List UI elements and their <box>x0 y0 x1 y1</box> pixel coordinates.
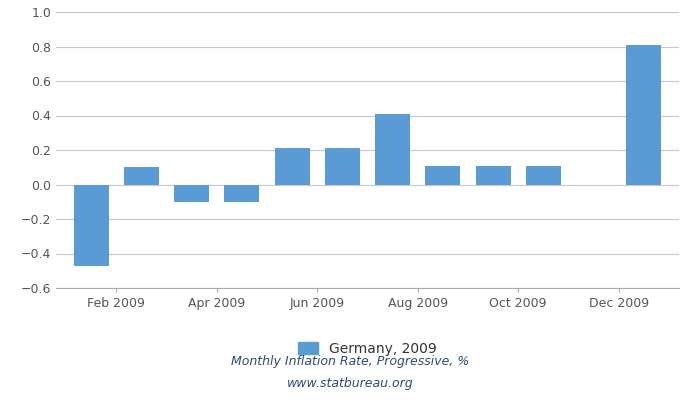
Bar <box>526 166 561 184</box>
Text: Monthly Inflation Rate, Progressive, %: Monthly Inflation Rate, Progressive, % <box>231 356 469 368</box>
Bar <box>325 148 360 184</box>
Bar <box>224 184 260 202</box>
Legend: Germany, 2009: Germany, 2009 <box>293 336 442 362</box>
Bar <box>426 166 461 184</box>
Bar <box>74 184 108 266</box>
Bar <box>124 167 159 184</box>
Text: www.statbureau.org: www.statbureau.org <box>287 378 413 390</box>
Bar <box>475 166 511 184</box>
Bar <box>174 184 209 202</box>
Bar <box>626 45 662 184</box>
Bar <box>274 148 309 184</box>
Bar <box>375 114 410 184</box>
